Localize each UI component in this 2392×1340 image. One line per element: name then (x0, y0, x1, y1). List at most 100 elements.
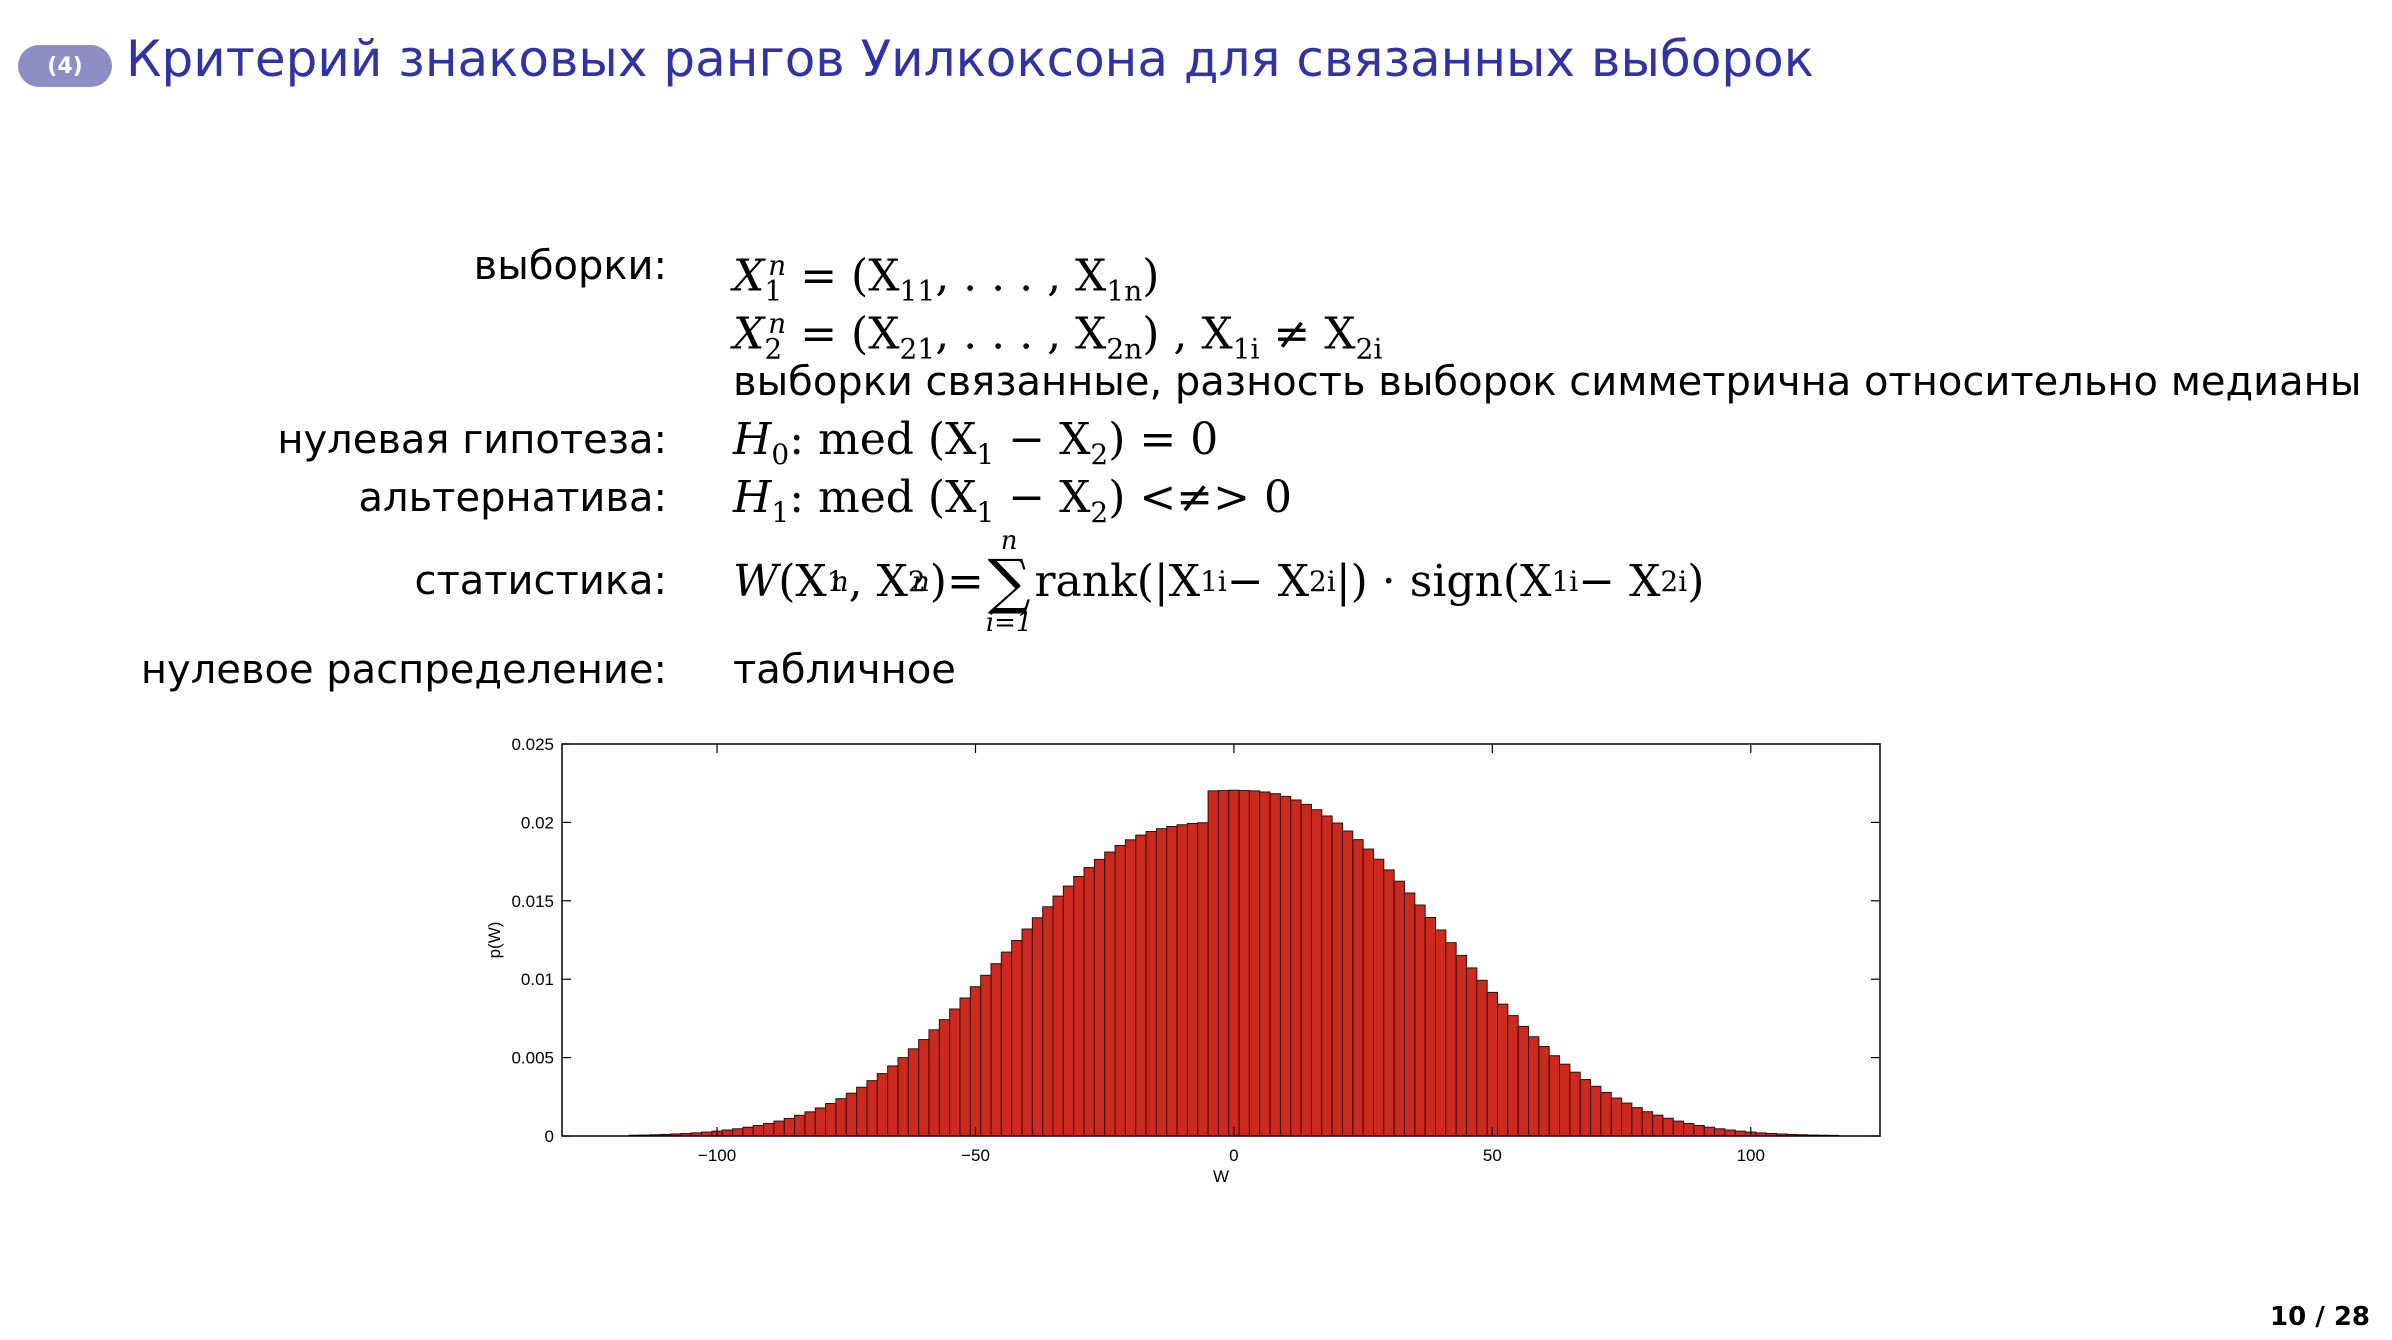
y-axis-label: p(W) (485, 922, 504, 959)
samples-note: выборки связанные, разность выборок симм… (733, 359, 2362, 405)
chart-bar (959, 997, 971, 1137)
samples-formula-2: X2n = (X21, . . . , X2n) , X1i ≠ X2i (733, 307, 1383, 366)
chart-bar (897, 1057, 909, 1137)
chart-bar (1341, 830, 1354, 1137)
chart-bar (1331, 822, 1343, 1137)
chart-bar (1610, 1097, 1623, 1137)
chart-bar (1114, 844, 1126, 1137)
alternative-label: альтернатива: (358, 475, 667, 521)
y-tick-label: 0.005 (511, 1049, 554, 1068)
chart-bar (1321, 815, 1333, 1137)
x-tick-label: −50 (961, 1146, 990, 1165)
statistic-label: статистика: (414, 558, 667, 604)
chart-bar (1507, 1015, 1519, 1137)
alternative-formula: H1: med (X1 − X2) <≠> 0 (733, 472, 1292, 529)
chart-bar (1590, 1085, 1602, 1137)
slide-title: Критерий знаковых рангов Уилкоксона для … (126, 30, 1814, 88)
chart-bar (1434, 929, 1447, 1137)
chart-bar (928, 1029, 940, 1137)
chart-bar (825, 1103, 837, 1137)
chart-frame (561, 743, 1881, 1137)
y-tick-label: 0.025 (511, 735, 554, 754)
chart-bar (1559, 1063, 1571, 1137)
chart-bar (752, 1124, 765, 1137)
chart-bar (1186, 822, 1199, 1137)
chart-bar (1631, 1107, 1643, 1137)
chart-bar (1104, 851, 1116, 1137)
x-tick-label: −100 (698, 1146, 736, 1165)
y-tick-label: 0.02 (521, 813, 554, 832)
y-tick-label: 0.01 (521, 970, 554, 989)
chart-bar (1372, 858, 1385, 1137)
chart-bar (1352, 839, 1364, 1137)
samples-label: выборки: (473, 243, 667, 289)
chart-bar (1714, 1128, 1726, 1137)
statistic-formula: W (X 1 n, X 2 n)= n ∑ i=1 rank(|X 1i − X 2i |) · sig… (733, 526, 1705, 638)
chart-bar (1393, 880, 1405, 1137)
chart-bar (1600, 1091, 1612, 1137)
null-distribution-label: нулевое распределение: (140, 647, 667, 693)
chart-bar (1124, 839, 1137, 1137)
chart-bar (1548, 1055, 1561, 1137)
chart-bar (742, 1126, 754, 1137)
chart-bar (1269, 793, 1281, 1137)
chart-bar (773, 1120, 785, 1137)
chart-bar (1031, 917, 1044, 1137)
chart-bar (1662, 1117, 1674, 1137)
chart-bar (907, 1048, 920, 1137)
null-distribution-chart: −100 −50 0 50 100 0 0.005 0.01 0.015 0.02 0.025 Wp(… (485, 735, 1881, 1186)
chart-bar (1693, 1124, 1705, 1137)
chart-bar (1569, 1071, 1581, 1137)
chart-bar (949, 1008, 961, 1137)
chart-bar (1279, 795, 1292, 1137)
chart-bar (1042, 906, 1054, 1137)
chart-bar (887, 1065, 899, 1137)
chart-bar (783, 1117, 796, 1137)
chart-bar (1362, 848, 1374, 1137)
chart-bar (1021, 928, 1033, 1137)
chart-bar (1538, 1045, 1550, 1137)
chart-bar (1414, 904, 1426, 1137)
chart-bar (1424, 916, 1436, 1137)
chart-bar (1579, 1079, 1592, 1137)
chart-bar (1176, 824, 1188, 1137)
chart-bar (814, 1107, 827, 1137)
chart-bar (1486, 991, 1499, 1137)
chart-bar (1652, 1114, 1664, 1137)
chart-bar (1083, 867, 1095, 1137)
chart-bar (1466, 967, 1478, 1137)
chart-bar (918, 1039, 930, 1137)
y-tick-label: 0.015 (511, 892, 554, 911)
chart-bar (721, 1129, 734, 1137)
chart-bar (1300, 803, 1312, 1137)
chart-bar (969, 986, 982, 1137)
null-hypothesis-formula: H0: med (X1 − X2) = 0 (733, 414, 1219, 471)
chart-bar (1310, 809, 1323, 1137)
chart-bar (1621, 1102, 1633, 1137)
chart-bar (1145, 830, 1157, 1137)
chart-bar (1672, 1120, 1685, 1137)
chart-bar (1641, 1111, 1654, 1137)
x-tick-label: 100 (1737, 1146, 1765, 1165)
x-axis-label: W (1213, 1167, 1229, 1186)
chart-bar (1238, 790, 1250, 1137)
chart-bar (1290, 799, 1302, 1137)
chart-bar (1052, 895, 1064, 1137)
page-number: 10 / 28 (2270, 1302, 2370, 1332)
chart-bar (1011, 939, 1023, 1137)
chart-bar (1403, 892, 1416, 1137)
chart-bar (1073, 875, 1085, 1137)
chart-bar (1000, 951, 1013, 1137)
chart-bar (835, 1098, 847, 1137)
chart-bar (1093, 858, 1106, 1137)
chart-bar (1497, 1003, 1509, 1137)
chart-bar (1197, 822, 1209, 1137)
chart-bar (866, 1080, 878, 1137)
chart-bar (980, 974, 992, 1137)
chart-bar (1135, 834, 1147, 1137)
chart-bar (1476, 979, 1488, 1137)
chart-bar (1724, 1129, 1736, 1137)
chart-bar (1445, 942, 1457, 1137)
chart-bar (856, 1086, 868, 1137)
chart-bar (804, 1111, 816, 1137)
